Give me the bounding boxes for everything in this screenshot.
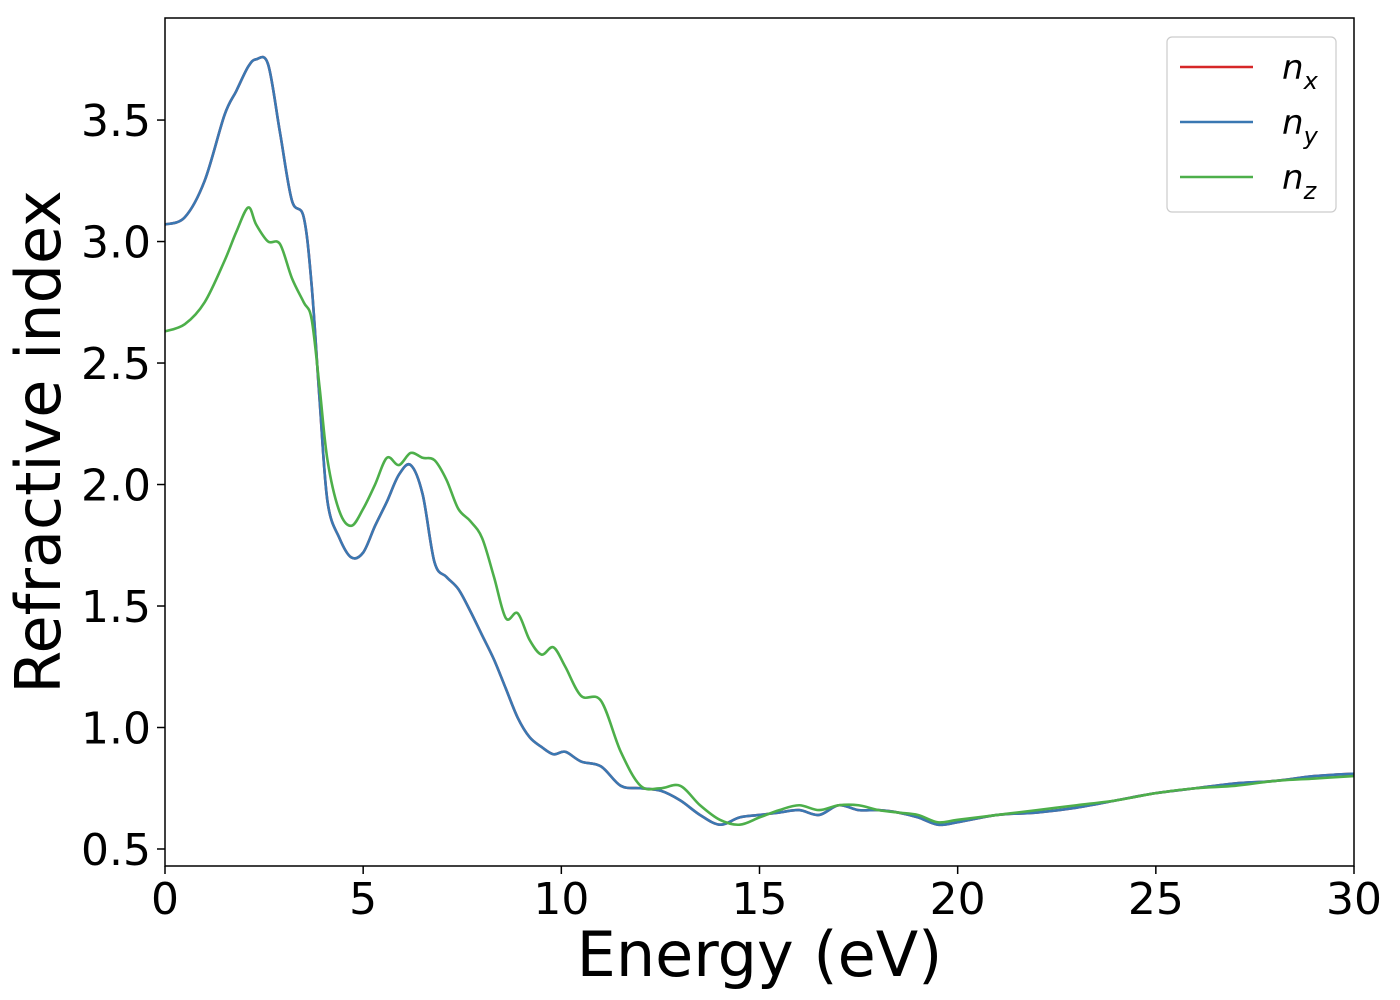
- x-tick-label: 30: [1326, 874, 1382, 925]
- y-tick-label: 0.5: [81, 825, 151, 876]
- y-tick-label: 1.5: [81, 582, 151, 633]
- series-line-ny: [165, 55, 1354, 827]
- series-layer: [165, 55, 1354, 827]
- x-tick-label: 0: [151, 874, 179, 925]
- y-tick-label: 3.0: [81, 218, 151, 269]
- x-tick-label: 25: [1128, 874, 1184, 925]
- x-tick-label: 15: [732, 874, 788, 925]
- legend-label-nx: nx: [1282, 48, 1319, 95]
- y-tick-label: 1.0: [81, 704, 151, 755]
- x-tick-label: 20: [930, 874, 986, 925]
- legend-box: [1166, 36, 1337, 213]
- legend-label-subscript: z: [1303, 177, 1318, 205]
- y-axis: 0.5 1.0 1.5 2.0 2.5 3.0 3.5: [81, 96, 165, 876]
- y-tick-label: 2.0: [81, 461, 151, 512]
- y-tick-label: 3.5: [81, 96, 151, 147]
- legend-label-base: n: [1282, 48, 1304, 88]
- legend-label-base: n: [1282, 158, 1304, 198]
- legend-label-nz: nz: [1282, 158, 1318, 205]
- legend-label-base: n: [1282, 103, 1304, 143]
- x-axis-title: Energy (eV): [577, 918, 943, 991]
- x-tick-label: 10: [533, 874, 589, 925]
- legend-label-ny: ny: [1282, 103, 1319, 150]
- legend-label-subscript: y: [1303, 122, 1319, 150]
- y-axis-title: Refractive index: [2, 190, 75, 694]
- x-tick-label: 5: [349, 874, 377, 925]
- legend-label-subscript: x: [1303, 67, 1319, 95]
- y-tick-label: 2.5: [81, 339, 151, 390]
- series-line-nz: [165, 206, 1354, 827]
- x-axis: 0 5 10 15 20 25 30: [151, 866, 1382, 925]
